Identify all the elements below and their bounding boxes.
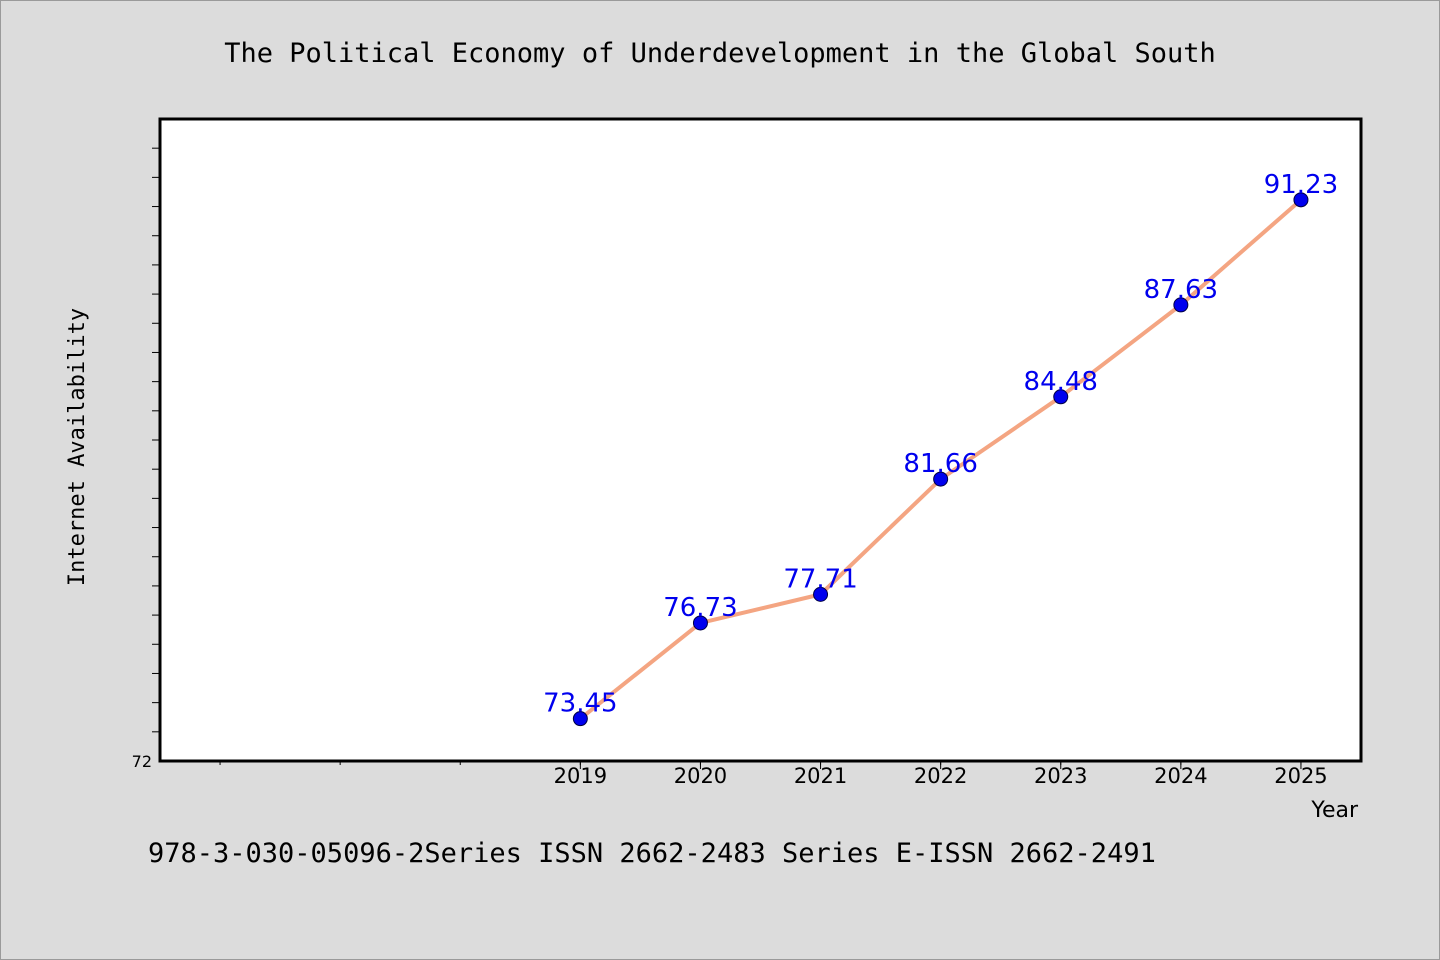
data-label: 87.63 — [1144, 275, 1218, 305]
data-label: 76.73 — [663, 593, 737, 623]
chart-title: The Political Economy of Underdevelopmen… — [224, 38, 1216, 69]
x-axis-label: Year — [1310, 798, 1359, 823]
series-layer: 73.45 76.73 77.71 81.66 84.48 87.63 91.23 — [543, 170, 1338, 727]
data-point — [1053, 389, 1069, 405]
y-axis-label: Internet Availability — [65, 308, 90, 586]
data-label: 91.23 — [1264, 170, 1338, 200]
x-tick-label: 2021 — [794, 764, 847, 788]
data-label: 84.48 — [1024, 367, 1098, 397]
x-tick-label: 2020 — [674, 764, 727, 788]
data-point — [692, 615, 708, 631]
data-label: 77.71 — [783, 564, 857, 594]
x-tick-label: 2022 — [914, 764, 967, 788]
y-tick-label: 72 — [132, 752, 152, 771]
data-point — [572, 711, 588, 727]
data-label: 73.45 — [543, 689, 617, 719]
plot-area — [158, 117, 1363, 763]
x-tick-label: 2019 — [554, 764, 607, 788]
isbn-footer: 978-3-030-05096-2Series ISSN 2662-2483 S… — [148, 838, 1156, 869]
x-axis-ticks: 2019 2020 2021 2022 2023 2024 2025 — [219, 761, 1328, 788]
data-point — [813, 586, 829, 602]
x-tick-label: 2023 — [1034, 764, 1087, 788]
data-point — [933, 471, 949, 487]
data-point — [1173, 297, 1189, 313]
y-axis-ticks: 72 — [132, 147, 160, 771]
x-tick-label: 2025 — [1274, 764, 1327, 788]
data-label: 81.66 — [903, 449, 977, 479]
data-point — [1293, 192, 1309, 208]
x-tick-label: 2024 — [1154, 764, 1207, 788]
